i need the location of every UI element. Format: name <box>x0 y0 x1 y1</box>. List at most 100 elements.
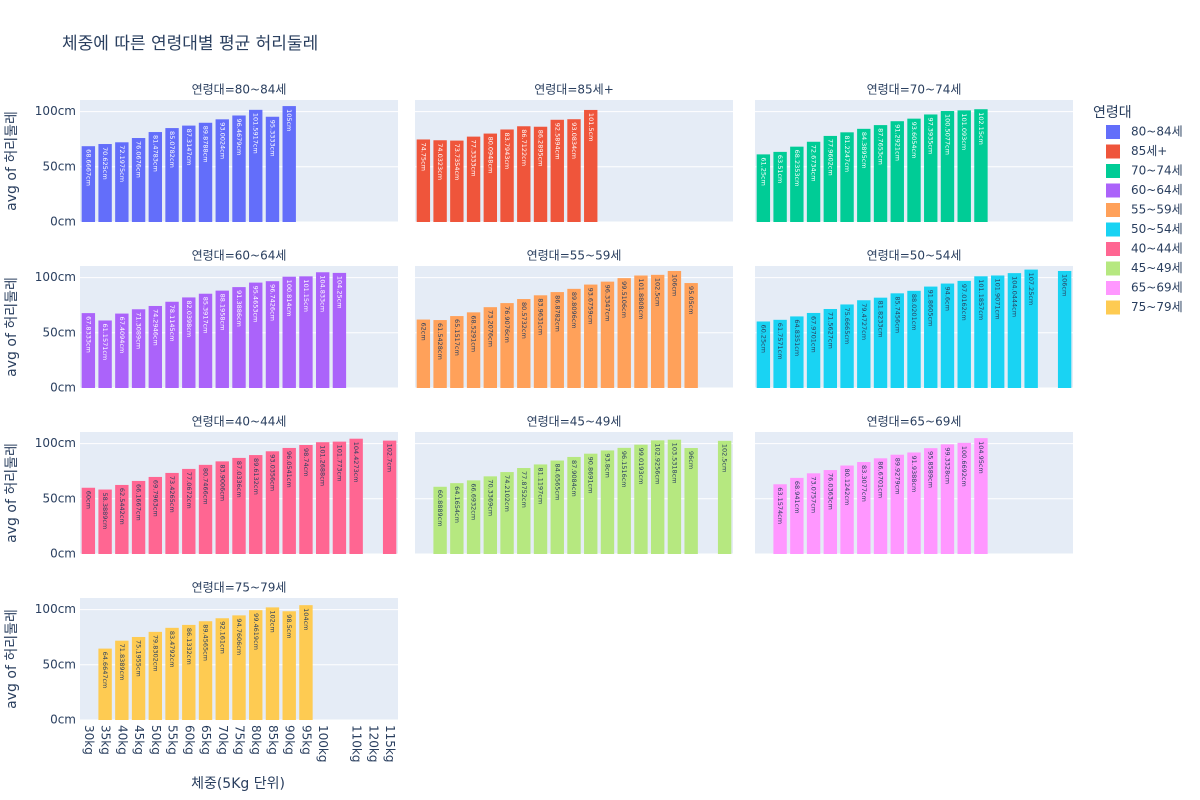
y-tick-label: 0cm <box>50 381 76 395</box>
x-tick-label: 115kg <box>383 725 397 762</box>
value-label: 64.8351cm <box>793 319 801 356</box>
value-label: 80.5732cm <box>520 302 528 339</box>
value-label: 64.1654cm <box>453 486 461 523</box>
bar <box>232 457 246 554</box>
bar <box>567 288 581 388</box>
bar <box>890 121 904 222</box>
bar <box>232 115 246 222</box>
bar <box>756 154 771 222</box>
bar <box>182 468 196 554</box>
legend-swatch <box>1106 183 1120 198</box>
value-label: 85.0782cm <box>168 131 176 168</box>
value-label: 86.7122cm <box>520 129 528 166</box>
bar <box>907 290 921 388</box>
value-label: 81.2247cm <box>843 135 851 172</box>
value-label: 96.3347cm <box>603 285 611 322</box>
value-label: 78.1145cm <box>168 305 176 342</box>
value-label: 106cm <box>1061 274 1069 296</box>
y-tick-label: 50cm <box>42 159 76 173</box>
value-label: 86.2895cm <box>537 130 545 167</box>
value-label: 67.9701cm <box>810 316 818 353</box>
value-label: 62cm <box>419 323 427 341</box>
value-label: 102.5cm <box>654 278 662 307</box>
value-label: 96.7426cm <box>268 284 276 321</box>
value-label: 71.5627cm <box>826 312 834 349</box>
value-label: 89.8096cm <box>570 292 578 329</box>
value-label: 90.8691cm <box>587 457 595 494</box>
value-label: 89.9279cm <box>893 458 901 495</box>
x-tick-label: 70kg <box>216 725 230 755</box>
y-tick-label: 100cm <box>35 270 76 284</box>
value-label: 101.8808cm <box>637 279 645 320</box>
bar <box>450 140 464 222</box>
bar <box>957 280 971 388</box>
value-label: 93.0356cm <box>268 454 276 491</box>
bar <box>131 309 146 388</box>
value-label: 63.51cm <box>776 155 784 184</box>
value-label: 102.15cm <box>977 112 985 145</box>
legend-label: 50~54세 <box>1131 222 1183 236</box>
bar <box>315 442 330 554</box>
legend-label: 40~44세 <box>1131 242 1183 256</box>
value-label: 73.0757cm <box>810 476 818 513</box>
facet-title: 연령대=85세+ <box>534 83 614 97</box>
bar <box>165 128 179 222</box>
value-label: 65.1517cm <box>453 319 461 356</box>
value-label: 63.1574cm <box>776 487 784 524</box>
value-label: 102.5cm <box>721 444 729 473</box>
bar <box>840 304 854 388</box>
bar <box>500 303 514 388</box>
value-label: 74.2102cm <box>503 475 511 512</box>
bar <box>717 440 732 554</box>
bar <box>907 452 921 554</box>
bar <box>650 440 665 554</box>
facet-title: 연령대=40~44세 <box>192 415 287 429</box>
value-label: 96.4679cm <box>235 118 243 155</box>
value-label: 94.6cm <box>943 287 951 311</box>
value-label: 98.74cm <box>302 448 310 477</box>
bar <box>148 476 163 554</box>
y-tick-label: 0cm <box>50 547 76 561</box>
bar <box>974 438 988 554</box>
value-label: 87.3147cm <box>185 129 193 166</box>
y-tick-label: 100cm <box>35 602 76 616</box>
bar <box>165 301 179 388</box>
bar <box>433 486 447 554</box>
bar <box>483 476 498 554</box>
bar <box>332 272 347 388</box>
bar <box>81 313 96 388</box>
bar <box>550 460 564 554</box>
value-label: 91.9388cm <box>910 455 918 492</box>
bar <box>790 316 804 388</box>
bar <box>957 442 971 554</box>
value-label: 91.8605cm <box>927 290 935 327</box>
value-label: 77.8752cm <box>520 471 528 508</box>
bar <box>249 610 263 720</box>
bar <box>924 286 938 388</box>
bar <box>790 146 804 222</box>
value-label: 93.0834cm <box>570 122 578 159</box>
bar <box>584 284 598 388</box>
value-label: 74.75cm <box>419 142 427 171</box>
x-tick-label: 50kg <box>149 725 163 755</box>
value-label: 99.3328cm <box>943 447 951 484</box>
value-label: 83.4792cm <box>168 631 176 668</box>
bar <box>890 454 904 554</box>
bar <box>81 487 96 554</box>
bar <box>265 607 280 720</box>
value-label: 107.25cm <box>1027 273 1035 306</box>
bar <box>115 313 129 388</box>
value-label: 85.3917cm <box>202 297 210 334</box>
value-label: 76.0676cm <box>135 141 143 178</box>
chart-title: 체중에 따른 연령대별 평균 허리둘레 <box>62 34 318 54</box>
x-tick-label: 85kg <box>266 725 280 755</box>
value-label: 76.0363cm <box>826 473 834 510</box>
bar <box>517 468 531 554</box>
bar <box>806 141 821 222</box>
bar <box>684 448 698 554</box>
bar <box>466 312 481 388</box>
bar <box>957 110 971 222</box>
value-label: 99.0193cm <box>637 448 645 485</box>
value-label: 79.4727cm <box>860 303 868 340</box>
value-label: 100.5077cm <box>943 114 951 155</box>
